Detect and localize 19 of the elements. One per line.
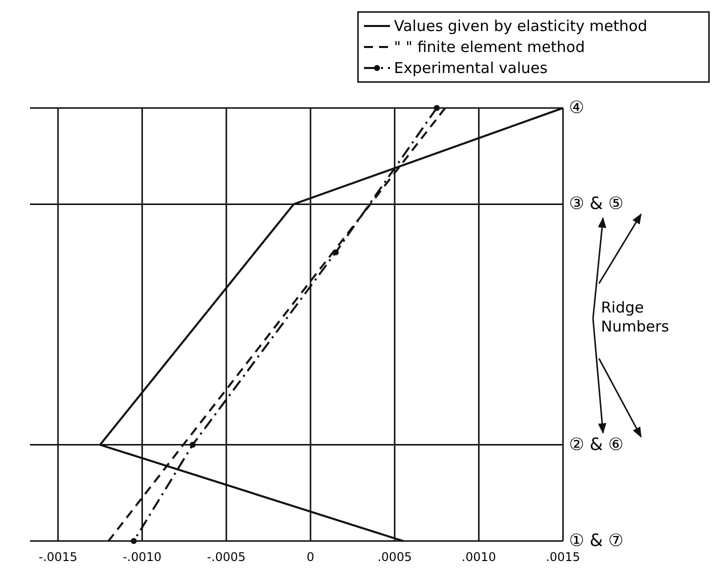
text: Ridge Numbers bbox=[601, 298, 670, 336]
x-tick-label: .0015 bbox=[546, 550, 580, 564]
x-tick-label: 0 bbox=[306, 550, 314, 564]
legend-label: " " finite element method bbox=[394, 38, 585, 56]
x-tick-label: -.0010 bbox=[122, 550, 162, 564]
x-tick-label: -.0005 bbox=[206, 550, 246, 564]
y-tick-label: ③ & ⑤ bbox=[569, 194, 624, 214]
y-tick-label: ② & ⑥ bbox=[569, 434, 624, 455]
point bbox=[332, 249, 339, 256]
x-tick-label: .0005 bbox=[377, 550, 412, 564]
y-tick-label: ① & ⑦ bbox=[569, 531, 624, 551]
y-tick-label: ④ bbox=[569, 98, 584, 118]
point bbox=[434, 105, 440, 111]
point bbox=[130, 538, 137, 544]
legend-label: Experimental values bbox=[394, 59, 548, 77]
x-tick-label: -.0015 bbox=[38, 550, 78, 564]
legend-label: Values given by elasticity method bbox=[394, 17, 648, 35]
x-tick-label: .0010 bbox=[462, 550, 496, 564]
point bbox=[190, 442, 196, 448]
